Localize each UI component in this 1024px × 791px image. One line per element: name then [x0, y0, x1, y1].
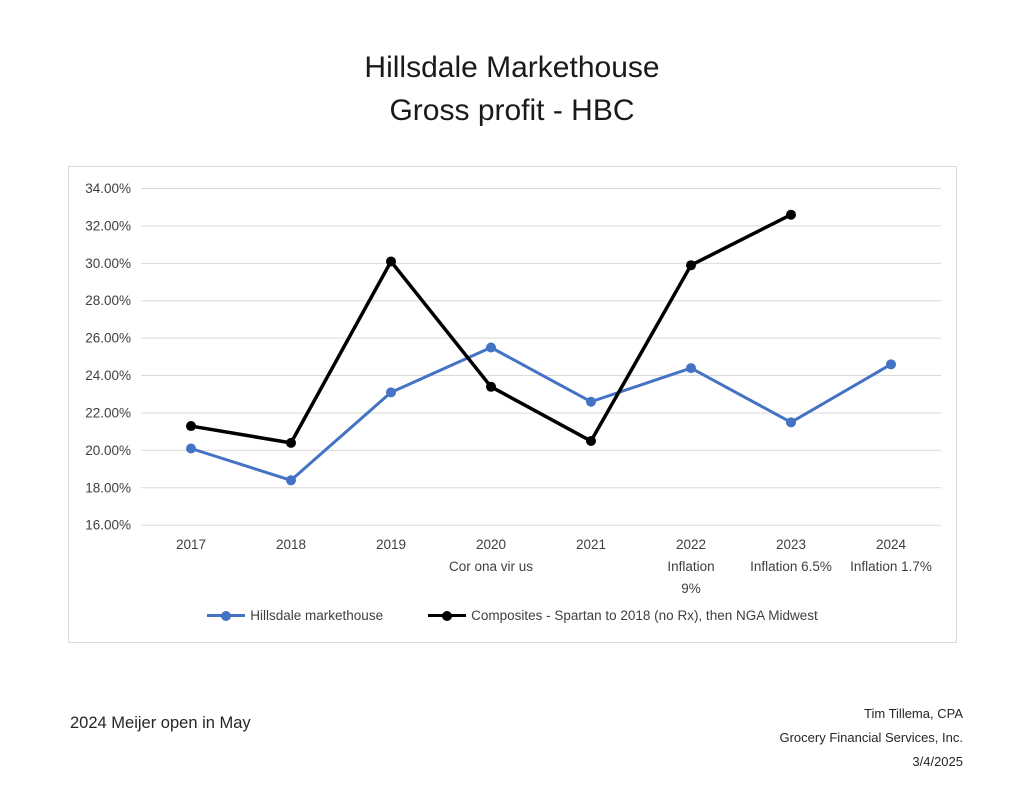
annotation-meijer: 2024 Meijer open in May: [70, 714, 251, 732]
credit-author: Tim Tillema, CPA: [864, 706, 963, 721]
data-point-hillsdale-markethouse: [486, 342, 496, 353]
y-tick-label: 30.00%: [85, 256, 131, 271]
legend-dot-icon: [442, 610, 453, 621]
legend-label: Hillsdale markethouse: [250, 608, 384, 623]
plot-svg: 34.00% 32.00% 30.00% 28.00% 26.00% 24.00% 22.0…: [85, 181, 941, 596]
data-point-composites-spartan-to-2018-no-rx-then-ng: [586, 436, 596, 447]
chart-title: Hillsdale Markethouse Gross profit - HBC: [0, 46, 1024, 132]
x-tick-label: 2019: [376, 537, 406, 552]
legend-item-composites-spartan-to-2018-no-rx-then-ng: Composites - Spartan to 2018 (no Rx), th…: [428, 608, 818, 623]
series-line-hillsdale-markethouse: [189, 345, 893, 482]
data-point-hillsdale-markethouse: [586, 396, 596, 407]
chart-area: 34.00% 32.00% 30.00% 28.00% 26.00% 24.00% 22.0…: [68, 166, 957, 643]
x-tick-label: 2021: [576, 537, 606, 552]
y-tick-label: 16.00%: [85, 518, 131, 533]
y-tick-label: 22.00%: [85, 405, 131, 420]
x-tick-sublabel: 9%: [681, 581, 701, 596]
x-tick-label: 2023: [776, 537, 806, 552]
data-point-hillsdale-markethouse: [286, 475, 296, 486]
data-point-composites-spartan-to-2018-no-rx-then-ng: [186, 421, 196, 432]
y-tick-label: 24.00%: [85, 368, 131, 383]
legend: Hillsdale markethouse Composites - Sparta…: [69, 608, 956, 623]
x-tick-sublabel: Inflation: [667, 559, 714, 574]
data-point-hillsdale-markethouse: [786, 417, 796, 428]
legend-label: Composites - Spartan to 2018 (no Rx), th…: [471, 608, 818, 623]
data-point-composites-spartan-to-2018-no-rx-then-ng: [786, 209, 796, 220]
y-tick-label: 20.00%: [85, 443, 131, 458]
x-tick-label: 2017: [176, 537, 206, 552]
legend-line-marker-icon: [207, 610, 246, 621]
x-tick-sublabel: Inflation 6.5%: [750, 559, 832, 574]
data-point-composites-spartan-to-2018-no-rx-then-ng: [486, 381, 496, 392]
data-point-composites-spartan-to-2018-no-rx-then-ng: [386, 256, 396, 267]
y-tick-label: 26.00%: [85, 331, 131, 346]
y-tick-label: 18.00%: [85, 480, 131, 495]
data-point-hillsdale-markethouse: [186, 443, 196, 454]
chart-title-line2: Gross profit - HBC: [389, 94, 635, 127]
credit-company: Grocery Financial Services, Inc.: [779, 730, 963, 745]
annotation-credits: Tim Tillema, CPA Grocery Financial Servi…: [779, 702, 963, 774]
data-point-composites-spartan-to-2018-no-rx-then-ng: [686, 260, 696, 271]
data-point-hillsdale-markethouse: [686, 363, 696, 374]
data-point-hillsdale-markethouse: [886, 359, 896, 370]
y-tick-label: 34.00%: [85, 181, 131, 196]
credit-date: 3/4/2025: [912, 754, 963, 769]
x-tick-label: 2022: [676, 537, 706, 552]
legend-dot-icon: [221, 610, 232, 621]
x-tick-label: 2020: [476, 537, 506, 552]
chart-title-line1: Hillsdale Markethouse: [364, 51, 660, 84]
data-point-hillsdale-markethouse: [386, 387, 396, 398]
x-tick-sublabel: Cor ona vir us: [449, 559, 533, 574]
x-tick-label: 2018: [276, 537, 306, 552]
y-tick-label: 28.00%: [85, 293, 131, 308]
x-tick-label: 2024: [876, 537, 907, 552]
data-point-composites-spartan-to-2018-no-rx-then-ng: [286, 437, 296, 448]
series-line-composites-spartan-to-2018-no-rx-then-ng: [189, 212, 793, 445]
legend-line-marker-icon: [428, 610, 467, 621]
legend-item-hillsdale-markethouse: Hillsdale markethouse: [207, 608, 383, 623]
y-tick-label: 32.00%: [85, 218, 131, 233]
x-tick-sublabel: Inflation 1.7%: [850, 559, 932, 574]
